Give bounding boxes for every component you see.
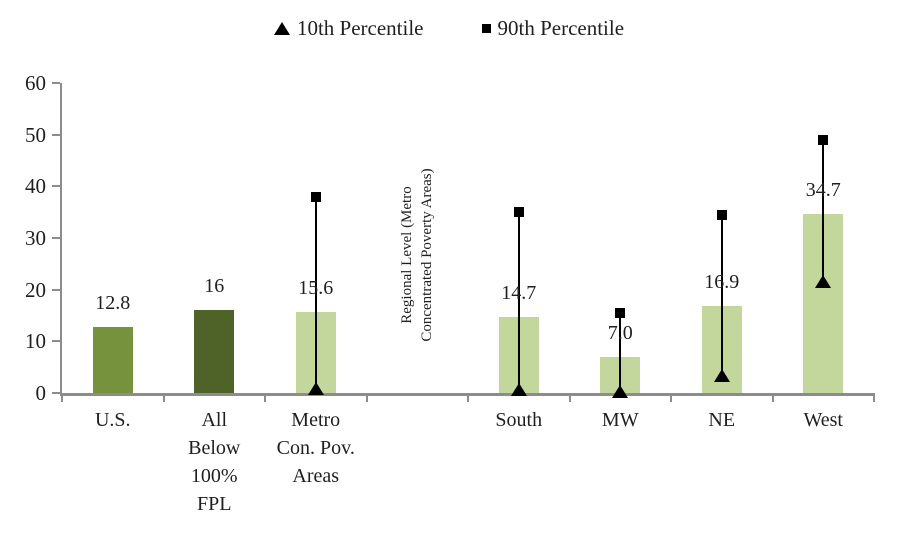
x-axis-tick (568, 396, 571, 402)
x-axis-tick (771, 396, 774, 402)
y-axis-tick-label: 40 (25, 174, 46, 199)
percentile-90-marker (818, 134, 829, 145)
x-axis-category-label: NE (708, 409, 736, 431)
error-bar-line (619, 312, 622, 398)
x-axis-tick (467, 396, 469, 402)
bar-value-label: 14.7 (501, 282, 537, 305)
bar-value-label: 7.0 (607, 321, 633, 344)
percentile-10-marker (510, 383, 527, 397)
percentile-90-marker (716, 210, 727, 221)
legend-label-10th-percentile: 10th Percentile (296, 16, 424, 40)
percentile-10-marker (612, 384, 629, 398)
percentile-10-marker (307, 381, 324, 395)
bar-value-label: 12.8 (95, 291, 131, 314)
y-axis-tick-label: 60 (25, 71, 46, 95)
x-axis-tick (162, 396, 165, 402)
legend-item-90th-percentile: 90th Percentile (481, 16, 625, 41)
error-bar-line (720, 215, 723, 383)
y-axis-tick (52, 133, 60, 136)
separator-label: Regional Level (Metro Concentrated Povert… (399, 168, 436, 342)
y-axis-tick-label: 20 (25, 277, 46, 302)
y-axis-tick (52, 185, 60, 188)
y-axis-tick (52, 288, 60, 291)
y-axis-tick (52, 392, 60, 394)
square-marker-icon (481, 24, 491, 33)
x-axis-category-label: All Below 100% FPL (188, 409, 241, 515)
x-axis-tick (264, 396, 266, 402)
bar-value-label: 34.7 (805, 178, 841, 201)
percentile-10-marker (815, 274, 832, 288)
x-axis-tick (873, 396, 875, 402)
percentile-90-marker (310, 191, 321, 202)
x-axis-category-label: West (803, 409, 844, 431)
legend: 10th Percentile 90th Percentile (0, 16, 898, 41)
x-axis-category-label: MW (601, 409, 639, 431)
x-axis-category-label: U.S. (94, 409, 131, 431)
x-axis-category-label: Metro Con. Pov. Areas (276, 409, 355, 487)
bar-value-label: 16.9 (704, 270, 740, 293)
x-axis-tick (670, 396, 672, 402)
bar-value-label: 15.6 (298, 277, 334, 300)
error-bar-line (822, 139, 825, 288)
y-axis-line (60, 83, 62, 396)
legend-item-10th-percentile: 10th Percentile (273, 16, 424, 41)
y-axis-tick-label: 30 (25, 226, 46, 250)
percentile-90-marker (513, 207, 524, 218)
error-bar-line (517, 212, 520, 397)
legend-label-90th-percentile: 90th Percentile (497, 16, 625, 40)
bar-value-label: 16 (204, 275, 225, 298)
y-axis-tick-label: 50 (25, 122, 46, 147)
x-axis-tick (61, 396, 63, 402)
y-axis-tick-label: 0 (35, 381, 47, 405)
bar (194, 310, 235, 393)
y-axis-tick (52, 340, 60, 343)
y-axis-tick (52, 82, 60, 84)
triangle-marker-icon (273, 22, 290, 35)
bar (92, 326, 133, 393)
error-bar-line (314, 196, 317, 395)
x-axis-category-label: South (495, 409, 543, 431)
x-axis-tick (365, 396, 368, 402)
y-axis-tick-label: 10 (25, 329, 46, 354)
y-axis-tick (52, 237, 60, 239)
percentile-10-marker (713, 369, 730, 383)
percentile-90-marker (615, 307, 626, 318)
x-axis-line (60, 393, 875, 396)
